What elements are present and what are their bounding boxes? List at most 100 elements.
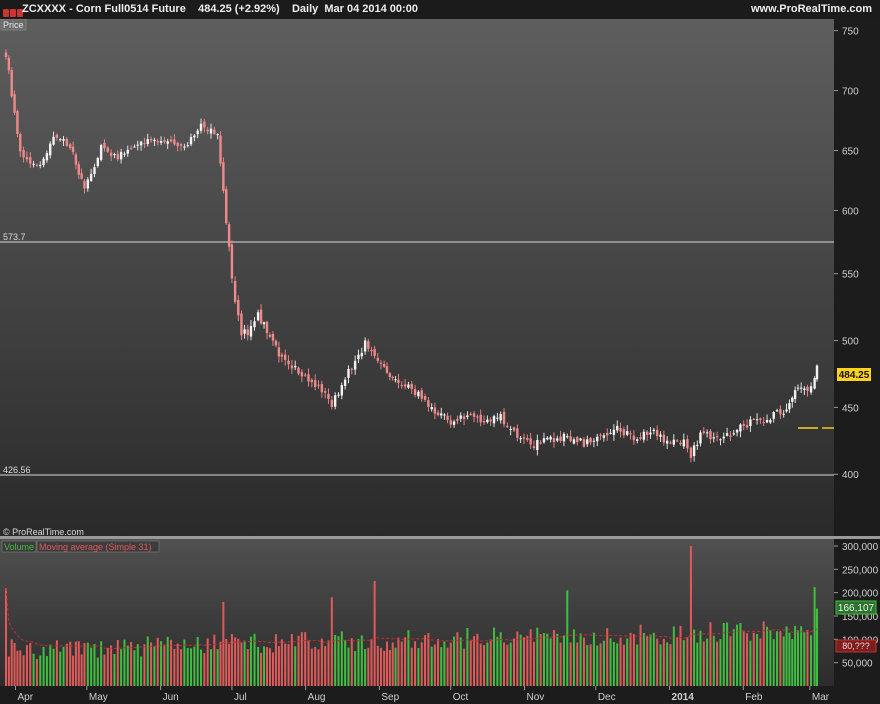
candle-body <box>742 424 745 426</box>
candle-body <box>213 129 216 134</box>
volume-bar <box>652 632 655 686</box>
volume-bar <box>776 631 779 686</box>
volume-bar <box>206 638 209 686</box>
candle-body <box>665 440 669 444</box>
candle-body <box>19 134 22 152</box>
volume-bar <box>706 638 709 686</box>
site-url[interactable]: www.ProRealTime.com <box>750 3 872 15</box>
volume-bar <box>473 636 476 686</box>
candle-body <box>253 321 256 328</box>
minimize-icon[interactable] <box>10 9 16 17</box>
candle-body <box>806 386 809 391</box>
candle-body <box>327 393 330 399</box>
candle-body <box>413 389 417 395</box>
volume-bar <box>287 644 290 686</box>
volume-bar <box>794 625 797 686</box>
price-volume-chart[interactable]: Price 573.7 426.56 © ProRealTime.com 750… <box>0 19 880 704</box>
volume-bar <box>729 636 732 686</box>
candle-body <box>4 52 8 57</box>
volume-bar <box>234 637 237 686</box>
volume-bar <box>719 639 722 686</box>
date-tick-label: Feb <box>745 692 763 703</box>
candle-body <box>725 433 729 436</box>
date-axis: Apr May Jun Jul Aug Sep Oct Nov Dec 2014 Feb Mar <box>15 686 830 703</box>
volume-bar <box>709 622 712 686</box>
volume-bar <box>702 641 705 686</box>
volume-bar <box>156 637 159 686</box>
candlestick-series <box>4 49 819 463</box>
candle-body <box>196 130 199 135</box>
candle-body <box>632 435 636 441</box>
title-separator: - <box>69 3 73 15</box>
candle-body <box>74 154 78 165</box>
candle-body <box>809 386 813 393</box>
close-icon[interactable] <box>3 9 9 17</box>
candle-body <box>729 435 732 437</box>
volume-bar <box>796 630 799 686</box>
volume-bar <box>150 642 153 686</box>
candle-body <box>176 142 179 147</box>
volume-bar <box>722 623 725 686</box>
volume-bar <box>699 630 702 686</box>
moving-average-line <box>5 587 818 650</box>
volume-bar <box>324 646 327 686</box>
candle-body <box>237 300 240 316</box>
candle-body <box>813 377 816 389</box>
candle-body <box>209 128 213 134</box>
volume-bar <box>307 640 310 686</box>
volume-bar <box>669 644 672 686</box>
volume-bar <box>649 634 652 686</box>
candle-body <box>765 419 769 423</box>
volume-bar <box>636 644 639 686</box>
volume-bar <box>443 641 446 686</box>
title-bar: ZCXXXX - Corn Full0514 Future 484.25 (+2… <box>0 0 880 19</box>
candle-body <box>655 429 659 437</box>
date-axis-bg <box>0 686 880 704</box>
candle-body <box>642 431 646 440</box>
volume-bar <box>228 643 231 686</box>
candle-body <box>313 380 317 388</box>
candle-body <box>382 363 386 367</box>
candle-body <box>373 349 376 356</box>
copyright: © ProRealTime.com <box>3 527 84 537</box>
volume-bar <box>513 638 516 686</box>
volume-bar <box>210 649 213 686</box>
volume-bar <box>433 644 436 686</box>
level-label-low: 426.56 <box>3 465 31 475</box>
panel-separator[interactable] <box>0 536 880 539</box>
candle-body <box>579 438 582 441</box>
volume-bar <box>769 630 772 686</box>
candle-body <box>71 146 75 153</box>
candle-body <box>769 420 772 423</box>
candle-body <box>25 156 29 160</box>
volume-bar <box>180 649 183 686</box>
candle-body <box>156 141 159 143</box>
volume-bar <box>196 637 199 686</box>
volume-bar <box>489 639 492 686</box>
volume-bar <box>263 646 266 686</box>
candle-body <box>619 428 622 432</box>
volume-bar <box>143 644 146 686</box>
candle-body <box>443 414 446 416</box>
candle-body <box>55 134 59 138</box>
candle-body <box>146 139 149 144</box>
volume-bar <box>546 633 549 686</box>
volume-bar <box>90 647 93 686</box>
volume-bar <box>52 648 55 686</box>
candle-body <box>682 439 686 447</box>
candle-body <box>596 436 599 442</box>
window-controls[interactable] <box>3 5 24 24</box>
volume-bar <box>446 647 449 686</box>
volume-bar <box>166 636 169 686</box>
candle-body <box>310 379 314 383</box>
volume-bar <box>522 637 525 686</box>
maximize-icon[interactable] <box>17 9 23 17</box>
date-tick-label: Mar <box>812 692 830 703</box>
volume-bar <box>55 640 58 686</box>
volume-bar <box>619 637 622 686</box>
volume-bar <box>732 629 735 686</box>
volume-bar <box>360 635 363 686</box>
candle-body <box>233 280 237 302</box>
volume-bar <box>364 649 367 686</box>
volume-bar <box>136 644 139 686</box>
